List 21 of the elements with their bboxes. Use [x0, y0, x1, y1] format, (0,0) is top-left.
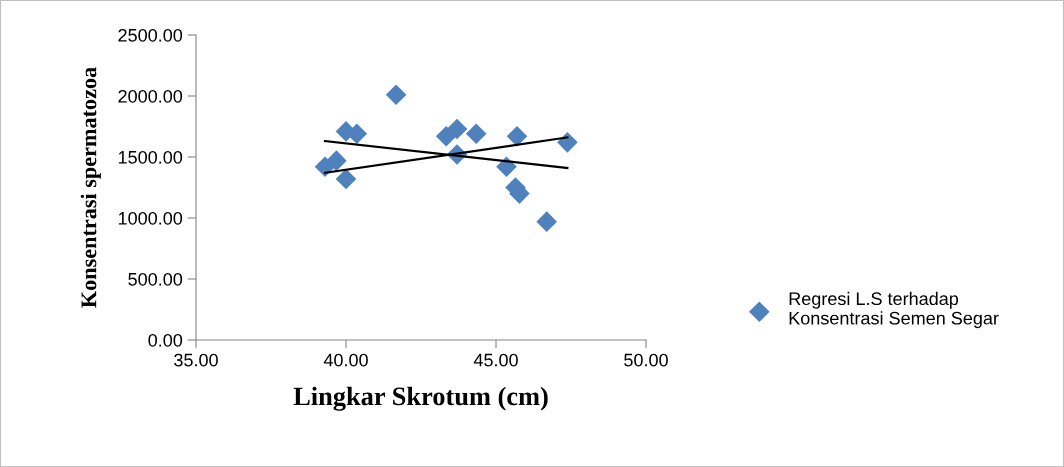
y-tick-label: 0.00: [148, 333, 183, 347]
point: [446, 118, 468, 140]
y-axis-title: Konsentrasi spermatozoa: [80, 67, 101, 308]
point: [385, 84, 407, 106]
point: [506, 125, 528, 147]
y-tick-label: 2500.00: [118, 28, 183, 42]
point: [326, 150, 347, 171]
legend-label: Regresi L.S terhadap Konsentrasi Semen Segar: [789, 291, 999, 329]
x-axis-title: Lingkar Skrotum (cm): [293, 386, 548, 411]
point: [557, 132, 578, 153]
point: [465, 123, 487, 145]
point: [536, 211, 557, 232]
x-tick-label: 45.00: [473, 353, 518, 367]
y-tick-label: 500.00: [128, 272, 183, 286]
point: [335, 168, 357, 190]
x-tick-label: 35.00: [174, 353, 218, 367]
x-tick-label: 50.00: [624, 353, 668, 367]
x-tick-label: 40.00: [323, 353, 368, 367]
y-tick-label: 1500.00: [118, 150, 183, 164]
y-tick-label: 2000.00: [118, 89, 183, 103]
y-tick-label: 1000.00: [118, 211, 183, 225]
